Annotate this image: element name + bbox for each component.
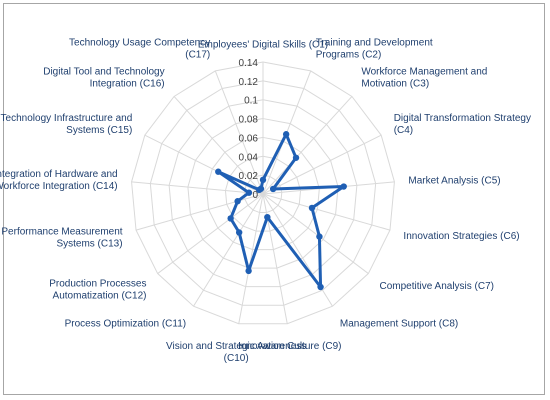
radial-tick-label: 0.14: [239, 58, 259, 69]
category-label-line: Automatization (C12): [53, 291, 147, 302]
category-label-line: (C17): [185, 49, 210, 60]
category-label-line: Training and Development: [316, 37, 433, 48]
radial-tick-label: 0.08: [239, 115, 259, 126]
category-label-line: Competitive Analysis (C7): [380, 281, 494, 292]
data-point: [316, 233, 323, 240]
category-labels: Employees' Digital Skills (C1)Training a…: [0, 37, 531, 364]
category-label-line: Motivation (C3): [361, 79, 429, 90]
radial-tick-label: 0: [252, 190, 258, 201]
category-label-line: Workforce Integration (C14): [0, 181, 118, 192]
grid-ring: [149, 80, 377, 306]
spoke-line: [173, 96, 264, 195]
category-label: Innovation Culture (C9): [238, 341, 341, 352]
category-label-line: Workforce Management and: [361, 67, 487, 78]
radial-tick-label: 0.02: [239, 171, 259, 182]
spoke-line: [193, 193, 264, 307]
category-label-line: Performance Measurement: [1, 227, 122, 238]
category-label-line: Digital Transformation Strategy: [394, 113, 531, 124]
category-label-line: Management Support (C8): [340, 319, 458, 330]
data-point: [259, 176, 267, 184]
category-label: Employees' Digital Skills (C1): [198, 40, 328, 51]
data-point: [227, 215, 234, 222]
category-label-line: Technology Infrastructure and: [1, 113, 133, 124]
category-label-line: (C4): [394, 125, 413, 136]
category-label: Production Processes Automatization (C12): [49, 279, 146, 302]
category-label: Digital Transformation Strategy (C4): [394, 113, 531, 136]
category-label-line: Programs (C2): [316, 49, 382, 60]
category-label: Innovation Strategies (C6): [403, 231, 519, 242]
category-label-line: Innovation Strategies (C6): [403, 231, 519, 242]
category-label: Performance Measurement Systems (C13): [1, 227, 122, 250]
category-label-line: Integration (C16): [90, 79, 165, 90]
grid-ring: [187, 118, 339, 269]
data-point: [235, 229, 243, 236]
data-point: [308, 204, 316, 212]
category-label-line: Vision and Strategic Awareness: [166, 341, 306, 352]
data-point: [257, 185, 265, 192]
data-point: [245, 267, 252, 275]
spoke-line: [262, 96, 353, 195]
grid-ring: [168, 99, 358, 288]
series-group: [215, 131, 347, 291]
spoke-line: [135, 193, 264, 231]
data-point: [282, 131, 290, 138]
category-label: Digital Tool and Technology Integration (…: [43, 67, 164, 90]
radial-tick-label: 0.1: [244, 96, 258, 107]
category-label: Management Support (C8): [340, 319, 458, 330]
category-label: Market Analysis (C5): [408, 175, 500, 186]
category-label-line: Innovation Culture (C9): [238, 341, 341, 352]
category-label: Process Optimization (C11): [65, 319, 187, 330]
radial-tick-label: 0.12: [239, 77, 259, 88]
data-point: [234, 198, 241, 205]
grid-ring: [206, 136, 320, 251]
data-point: [245, 189, 253, 196]
category-label-line: Technology Usage Competency: [69, 37, 210, 48]
spoke-line: [262, 193, 369, 274]
spoke-line: [262, 134, 382, 195]
series-line: [216, 132, 346, 289]
data-point: [292, 154, 300, 161]
data-point: [215, 168, 222, 175]
category-label: Competitive Analysis (C7): [380, 281, 494, 292]
data-point: [269, 185, 277, 193]
category-label: Training and Development Programs (C2): [316, 37, 433, 60]
spoke-line: [262, 193, 391, 231]
category-label-line: Systems (C13): [56, 239, 122, 250]
radial-tick-label: 0.06: [239, 133, 259, 144]
category-label-line: Integration of Hardware and: [0, 169, 118, 180]
spoke-line: [131, 181, 264, 195]
category-label: Integration of Hardware and Workforce Int…: [0, 169, 118, 192]
category-label-line: (C10): [224, 353, 249, 364]
spoke-line: [214, 70, 264, 195]
category-label-line: Digital Tool and Technology: [43, 67, 164, 78]
category-label: Technology Usage Competency (C17): [69, 37, 210, 60]
data-point: [317, 283, 324, 291]
category-label-line: Systems (C15): [66, 125, 132, 136]
category-label-line: Production Processes: [49, 279, 146, 290]
category-label: Vision and Strategic Awareness (C10): [166, 341, 306, 364]
data-point: [340, 183, 347, 190]
radial-tick-labels: 0 0.02 0.04 0.06 0.08 0.1 0.12 0.14: [239, 58, 259, 201]
radial-tick-label: 0.04: [239, 152, 259, 163]
data-point: [264, 213, 271, 221]
category-label: Workforce Management and Motivation (C3): [361, 67, 487, 90]
grid-ring: [131, 61, 395, 325]
category-label-line: Employees' Digital Skills (C1): [198, 40, 328, 51]
category-label-line: Process Optimization (C11): [65, 319, 187, 330]
spoke-line: [238, 193, 264, 324]
category-label-line: Market Analysis (C5): [408, 175, 500, 186]
chart-frame: [3, 3, 545, 395]
category-label: Technology Infrastructure and Systems (C1…: [1, 113, 133, 136]
spoke-line: [157, 193, 264, 274]
